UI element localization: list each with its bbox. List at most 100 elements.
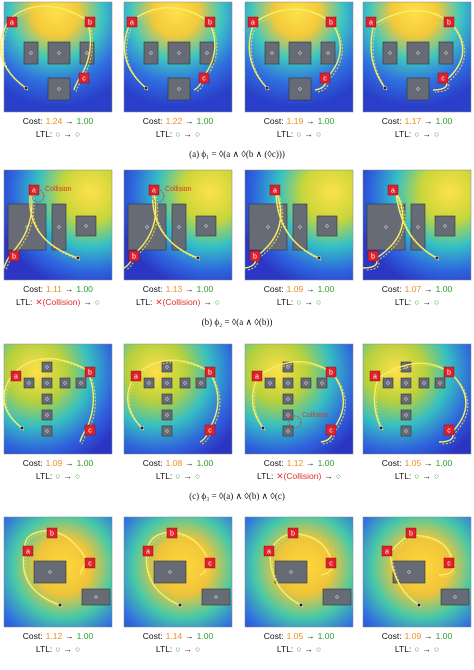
ltl-line: LTL: ○ → ○ <box>395 471 439 481</box>
arrow: → <box>424 116 433 126</box>
ltl-from: ○ <box>414 129 419 139</box>
cost-to: 1.00 <box>318 116 335 126</box>
ltl-to: ○ <box>316 129 321 139</box>
goal-label: a <box>391 188 395 195</box>
cost-to: 1.00 <box>436 284 453 294</box>
obstacle-center <box>57 225 61 229</box>
obstacle-center <box>444 51 448 55</box>
obstacle-center <box>199 381 203 385</box>
cost-line: Cost: 1.12 → 1.00 <box>264 458 335 468</box>
obstacle <box>143 377 155 389</box>
goal-label: b <box>447 20 451 27</box>
goal-region <box>381 545 393 557</box>
ltl-from: ✕(Collision) <box>276 471 321 481</box>
obstacle-center <box>85 51 89 55</box>
ltl-line: LTL: ✕(Collision) → ○ <box>136 297 220 307</box>
goal-region <box>204 366 216 378</box>
trajectory <box>3 358 95 443</box>
goal-label: a <box>14 374 18 381</box>
obstacle <box>161 377 173 389</box>
goal-region <box>365 16 377 28</box>
collision-marker <box>31 189 45 203</box>
obstacle-center <box>165 365 169 369</box>
cost-label: Cost: <box>264 631 284 641</box>
goal-region <box>325 424 337 436</box>
cost-to: 1.00 <box>436 458 453 468</box>
start-point <box>434 255 440 261</box>
goal-region <box>46 527 58 539</box>
goal-region <box>263 545 275 557</box>
goal-region <box>319 72 331 84</box>
goal-label: b <box>132 254 136 261</box>
obstacle-center <box>205 51 209 55</box>
goal-label: b <box>12 254 16 261</box>
ltl-line: LTL: ○ → ○ <box>156 129 200 139</box>
collision-marker <box>151 189 165 203</box>
goal-label: c <box>329 428 333 435</box>
obstacle <box>41 393 53 405</box>
cost-from: 1.14 <box>166 631 183 641</box>
arrow: → <box>185 631 194 641</box>
arrow: → <box>63 644 72 654</box>
obstacle-center <box>165 381 169 385</box>
cost-line: Cost: 1.19 → 1.00 <box>264 116 335 126</box>
ltl-to: ○ <box>336 471 341 481</box>
ltl-to: ○ <box>195 471 200 481</box>
obstacle <box>23 41 39 65</box>
cost-to: 1.00 <box>197 458 214 468</box>
ltl-label: LTL: <box>395 129 411 139</box>
cost-label: Cost: <box>264 284 284 294</box>
obstacle <box>161 393 173 405</box>
trajectory <box>0 5 92 91</box>
obstacle-center <box>147 381 151 385</box>
start-point <box>177 602 183 608</box>
start-point <box>23 85 29 91</box>
start-point <box>19 425 25 431</box>
obstacle <box>81 588 111 606</box>
cost-line: Cost: 1.09 → 1.00 <box>23 458 94 468</box>
ltl-to: ○ <box>434 297 439 307</box>
goal-label: c <box>441 76 445 83</box>
goal-region <box>6 16 18 28</box>
ltl-line: LTL: ○ → ○ <box>36 644 80 654</box>
obstacle-center <box>94 595 98 599</box>
obstacle <box>7 203 47 251</box>
obstacle <box>316 377 328 389</box>
obstacle <box>382 41 398 65</box>
goal-region <box>387 184 399 196</box>
goal-region <box>126 16 138 28</box>
obstacle-center <box>404 429 408 433</box>
start-point <box>195 255 201 261</box>
trajectory-init <box>125 9 218 93</box>
goal-label: a <box>134 374 138 381</box>
ltl-to: ○ <box>316 644 321 654</box>
arrow: → <box>422 297 431 307</box>
ltl-line: LTL: ○ → ○ <box>277 297 321 307</box>
goal-region <box>249 250 261 262</box>
cost-from: 1.12 <box>287 458 304 468</box>
start-point <box>378 425 384 431</box>
ltl-line: LTL: ○ → ○ <box>395 129 439 139</box>
ltl-label: LTL: <box>395 644 411 654</box>
cost-from: 1.05 <box>405 458 422 468</box>
ltl-to: ○ <box>434 471 439 481</box>
goal-region <box>367 250 379 262</box>
arrow: → <box>185 116 194 126</box>
start-point <box>139 425 145 431</box>
arrow: → <box>304 129 313 139</box>
cost-from: 1.09 <box>46 458 63 468</box>
goal-label: c <box>88 561 92 568</box>
obstacle-center <box>325 224 329 228</box>
goal-label: c <box>323 76 327 83</box>
obstacle-center <box>289 570 293 574</box>
cost-to: 1.00 <box>77 458 94 468</box>
ltl-from: ○ <box>296 644 301 654</box>
arrow: → <box>306 458 315 468</box>
start-point <box>298 602 304 608</box>
obstacle-center <box>286 381 290 385</box>
cost-label: Cost: <box>382 284 402 294</box>
